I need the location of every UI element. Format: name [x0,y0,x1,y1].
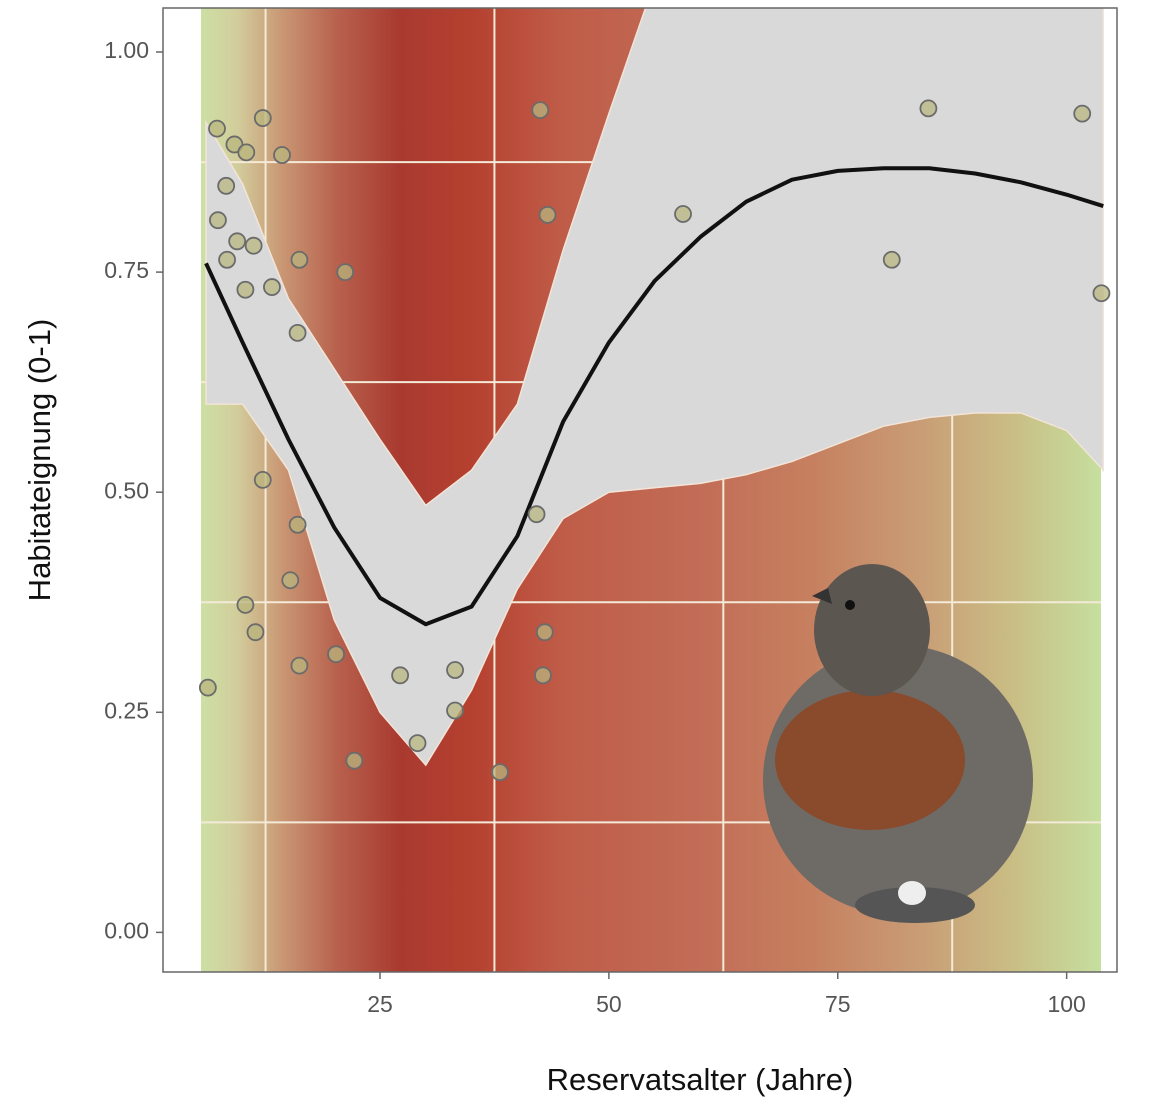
data-point [531,101,550,120]
bird-feet [855,887,975,923]
data-point [919,99,938,118]
data-point [253,470,272,489]
data-point [1073,104,1092,123]
data-point [391,666,410,685]
axes: 0.00 0.25 0.50 0.75 1.00 25 50 75 100 [104,37,1086,1017]
x-tick-label: 75 [825,991,851,1017]
x-tick-label: 100 [1047,991,1085,1017]
y-tick-label: 0.25 [104,697,149,723]
y-tick-label: 0.00 [104,917,149,943]
x-tick-label: 50 [596,991,622,1017]
data-point [290,250,309,269]
x-axis-title: Reservatsalter (Jahre) [547,1062,854,1097]
bird-white-patch [898,881,926,905]
data-point [273,146,291,164]
data-point [236,595,255,614]
data-point [290,656,309,675]
data-point [237,143,256,162]
data-point [218,250,236,269]
data-point [527,505,546,524]
data-point [408,734,427,753]
data-point [208,119,226,138]
data-point [288,323,307,342]
data-point [882,250,901,269]
bird-chest [775,690,965,830]
y-tick-label: 0.75 [104,257,149,283]
data-point [1092,284,1111,303]
data-point [491,763,509,782]
smooth-line [204,166,1104,627]
data-point [246,623,265,642]
data-point [538,205,557,224]
data-point [253,109,272,127]
data-point [263,278,281,296]
y-tick-label: 0.50 [104,477,149,503]
data-point [236,280,255,299]
y-tick-label: 1.00 [104,37,149,63]
bird-head [814,564,930,696]
data-point [209,211,227,230]
data-point [345,751,364,770]
data-point [288,515,307,534]
data-point [446,661,464,679]
data-point [228,232,247,251]
bird-illustration [763,564,1033,923]
panel-border [162,7,1118,973]
data-point [327,645,345,664]
bird-eye [845,600,855,610]
data-point [446,701,464,720]
x-tick-label: 25 [367,991,393,1017]
data-point [535,623,554,642]
plot-data [198,8,1111,782]
data-point [244,236,263,255]
bird-beak [812,588,832,604]
data-point [674,205,692,223]
data-point [281,571,300,590]
data-point [217,176,236,195]
confidence-ribbon [205,8,1105,767]
data-point [534,666,552,685]
data-point [336,263,355,282]
y-axis-title: Habitateignung (0-1) [22,319,57,602]
data-point [198,678,217,697]
